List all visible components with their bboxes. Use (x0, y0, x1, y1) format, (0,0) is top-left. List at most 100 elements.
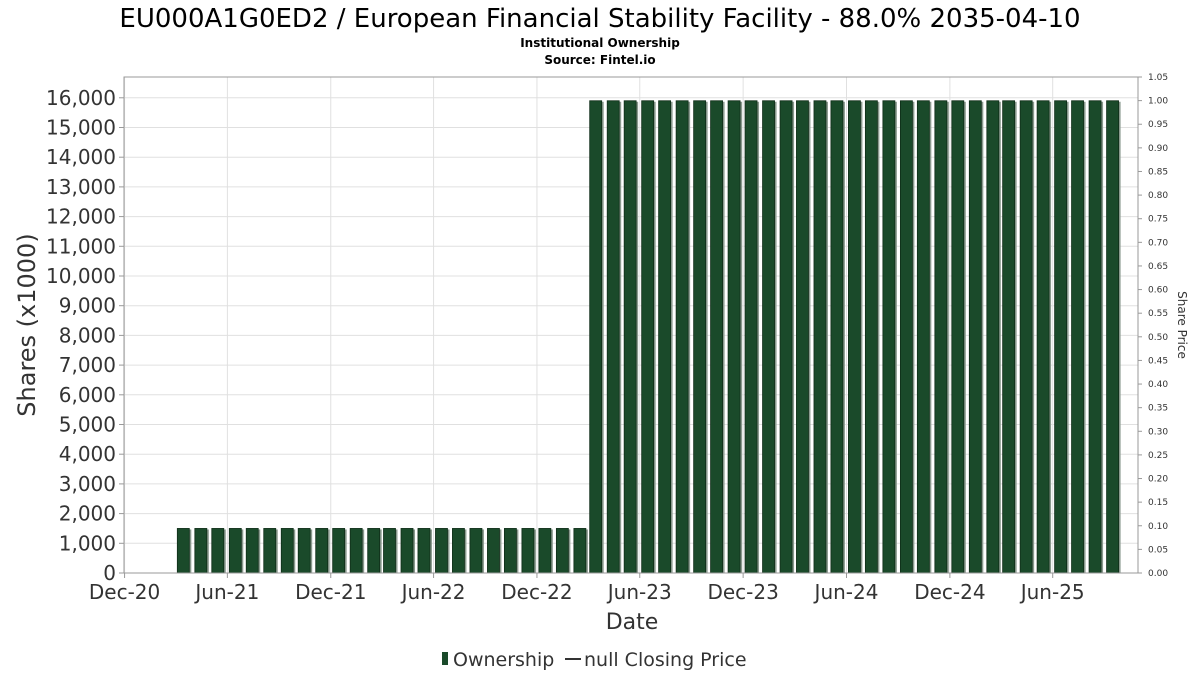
ownership-bar (727, 100, 741, 574)
ownership-bar (986, 100, 1000, 574)
y2-tick-label: 0.10 (1148, 522, 1168, 532)
ownership-bar (280, 528, 294, 574)
ownership-bar (1106, 100, 1119, 574)
y2-axis: 0.00 0.05 0.10 0.15 0.20 0.25 0.30 0.35 0.40 0.45… (1138, 73, 1168, 579)
plot-area (123, 76, 1139, 574)
y2-tick-label: 0.45 (1148, 356, 1168, 366)
y-tick-label: 7,000 (59, 353, 116, 377)
ownership-bar (606, 100, 620, 574)
y-tick-label: 1,000 (59, 531, 116, 555)
y2-tick-label: 1.00 (1148, 97, 1168, 107)
y2-tick-label: 0.90 (1148, 144, 1168, 154)
ownership-bar (245, 528, 259, 574)
legend-ownership-swatch (442, 652, 448, 665)
ownership-bar (1054, 100, 1068, 574)
ownership-bar (315, 528, 329, 574)
y-tick-label: 8,000 (59, 323, 116, 347)
y2-tick-label: 0.30 (1148, 427, 1168, 437)
chart-source: Source: Fintel.io (544, 53, 655, 67)
ownership-bar (555, 528, 569, 574)
y2-tick-label: 0.25 (1148, 451, 1168, 461)
ownership-bar (658, 100, 672, 574)
ownership-bar (916, 100, 930, 574)
ownership-bar (176, 528, 190, 574)
chart-title: EU000A1G0ED2 / European Financial Stabil… (119, 4, 1080, 34)
legend: Ownership null Closing Price (442, 649, 747, 671)
ownership-bar (1002, 100, 1016, 574)
x-tick-label: Dec-22 (501, 580, 572, 604)
ownership-bar (589, 100, 603, 574)
ownership-bar (228, 528, 242, 574)
y-tick-label: 12,000 (46, 205, 116, 229)
y-tick-label: 2,000 (59, 502, 116, 526)
y-axis-label: Shares (x1000) (13, 233, 41, 416)
ownership-bar (469, 528, 483, 574)
x-tick-label: Jun-24 (813, 580, 879, 604)
ownership-bar (951, 100, 965, 574)
ownership-bar (349, 528, 363, 574)
y2-tick-label: 0.70 (1148, 238, 1168, 248)
y-tick-label: 16,000 (46, 86, 116, 110)
y2-tick-label: 0.85 (1148, 167, 1168, 177)
y2-tick-label: 0.00 (1148, 569, 1168, 579)
ownership-bar (435, 528, 448, 574)
ownership-bar (864, 100, 878, 574)
ownership-bar (899, 100, 913, 574)
ownership-bar (796, 100, 809, 574)
legend-ownership-label: Ownership (453, 649, 554, 671)
ownership-bar (297, 528, 311, 574)
y2-axis-label: Share Price (1175, 291, 1189, 359)
y-tick-label: 10,000 (46, 264, 116, 288)
ownership-bar (848, 100, 861, 574)
y2-tick-label: 0.65 (1148, 262, 1168, 272)
ownership-bar (417, 528, 431, 574)
ownership-bar (710, 100, 723, 574)
ownership-bar (503, 528, 517, 574)
x-tick-label: Jun-22 (400, 580, 466, 604)
ownership-bar (813, 100, 827, 574)
ownership-bar (521, 528, 535, 574)
ownership-bar (211, 528, 225, 574)
y-tick-label: 5,000 (59, 412, 116, 436)
ownership-bar (762, 100, 775, 574)
ownership-bar (693, 100, 707, 574)
y-tick-label: 0 (103, 561, 116, 585)
y-tick-label: 11,000 (46, 234, 116, 258)
y2-tick-label: 0.35 (1148, 404, 1168, 414)
ownership-bar (367, 528, 381, 574)
y2-tick-label: 0.95 (1148, 120, 1168, 130)
x-axis: Dec-20 Jun-21 Dec-21 Jun-22 Dec-22 Jun-23 Dec-… (89, 573, 1085, 604)
ownership-bar (383, 528, 396, 574)
x-tick-label: Dec-21 (295, 580, 366, 604)
ownership-bar (744, 100, 758, 574)
y-tick-label: 4,000 (59, 442, 116, 466)
x-tick-label: Jun-21 (193, 580, 259, 604)
ownership-bar (641, 100, 655, 574)
y-tick-label: 3,000 (59, 472, 116, 496)
ownership-bar (538, 528, 552, 574)
x-tick-label: Jun-25 (1019, 580, 1085, 604)
y-tick-label: 9,000 (59, 294, 116, 318)
x-tick-label: Jun-23 (606, 580, 672, 604)
y-tick-label: 13,000 (46, 175, 116, 199)
y2-tick-label: 1.05 (1148, 73, 1168, 83)
ownership-bar (400, 528, 414, 574)
ownership-bar (968, 100, 982, 574)
ownership-bar (332, 528, 346, 574)
ownership-bar (623, 100, 637, 574)
y2-tick-label: 0.20 (1148, 475, 1168, 485)
ownership-bar (452, 528, 465, 574)
ownership-bar (675, 100, 689, 574)
y2-tick-label: 0.55 (1148, 309, 1168, 319)
x-axis-label: Date (606, 610, 659, 635)
x-tick-label: Dec-20 (89, 580, 160, 604)
ownership-bar (779, 100, 793, 574)
y2-tick-label: 0.75 (1148, 215, 1168, 225)
chart-subtitle: Institutional Ownership (520, 36, 680, 50)
y2-tick-label: 0.50 (1148, 333, 1168, 343)
y2-tick-label: 0.80 (1148, 191, 1168, 201)
ownership-bars (176, 100, 1121, 574)
ownership-bar (830, 100, 844, 574)
y2-tick-label: 0.60 (1148, 286, 1168, 296)
